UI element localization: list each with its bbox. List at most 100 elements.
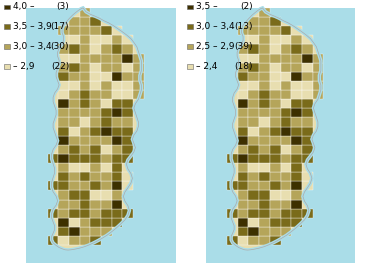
Polygon shape [122,209,133,218]
Polygon shape [302,44,313,53]
Polygon shape [90,35,101,44]
Polygon shape [69,154,80,163]
Polygon shape [133,81,144,90]
Polygon shape [280,163,291,172]
Polygon shape [58,99,69,108]
Polygon shape [291,218,302,227]
Polygon shape [58,108,69,117]
Polygon shape [259,44,270,53]
Polygon shape [270,99,280,108]
Polygon shape [80,218,90,227]
Text: (22): (22) [51,62,69,71]
Polygon shape [270,108,280,117]
Polygon shape [302,35,313,44]
Polygon shape [80,53,90,63]
Polygon shape [238,145,248,154]
Polygon shape [122,99,133,108]
Polygon shape [58,172,69,181]
Polygon shape [259,81,270,90]
Polygon shape [270,154,280,163]
Text: 4,0 –: 4,0 – [13,2,34,11]
Polygon shape [69,117,80,127]
Polygon shape [280,218,291,227]
Polygon shape [259,227,270,236]
Polygon shape [259,136,270,145]
Polygon shape [69,236,80,245]
Polygon shape [291,53,302,63]
Polygon shape [291,117,302,127]
Polygon shape [90,136,101,145]
Polygon shape [80,90,90,99]
Polygon shape [101,172,112,181]
Polygon shape [58,44,69,53]
Polygon shape [122,117,133,127]
Polygon shape [270,209,280,218]
Bar [4,44,10,49]
Polygon shape [47,154,58,163]
Polygon shape [291,127,302,136]
Polygon shape [101,218,112,227]
Polygon shape [58,227,69,236]
Polygon shape [90,53,101,63]
Polygon shape [122,72,133,81]
Polygon shape [112,209,122,218]
Polygon shape [238,108,248,117]
Polygon shape [80,136,90,145]
Polygon shape [69,108,80,117]
Polygon shape [291,145,302,154]
Text: (30): (30) [51,42,69,51]
Polygon shape [122,44,133,53]
Polygon shape [122,63,133,72]
Polygon shape [90,63,101,72]
Polygon shape [313,63,323,72]
Polygon shape [69,209,80,218]
Polygon shape [112,63,122,72]
Polygon shape [58,72,69,81]
Polygon shape [238,90,248,99]
Polygon shape [270,136,280,145]
Polygon shape [238,136,248,145]
Polygon shape [101,44,112,53]
Polygon shape [270,236,280,245]
Polygon shape [90,181,101,190]
Polygon shape [248,227,259,236]
Polygon shape [101,154,112,163]
Polygon shape [101,181,112,190]
Polygon shape [270,44,280,53]
Polygon shape [270,145,280,154]
Polygon shape [248,90,259,99]
Polygon shape [58,117,69,127]
Bar [4,64,10,69]
Polygon shape [122,35,133,44]
Polygon shape [302,145,313,154]
Polygon shape [90,190,101,200]
Polygon shape [47,236,58,245]
Polygon shape [112,35,122,44]
Bar [187,44,193,49]
Polygon shape [238,99,248,108]
Polygon shape [112,127,122,136]
Polygon shape [280,227,291,236]
Polygon shape [101,117,112,127]
Polygon shape [270,181,280,190]
Polygon shape [231,8,321,250]
Polygon shape [238,218,248,227]
Text: 3,5 –: 3,5 – [196,2,218,11]
Polygon shape [58,209,69,218]
Polygon shape [302,72,313,81]
Polygon shape [101,35,112,44]
Polygon shape [101,200,112,209]
Polygon shape [90,81,101,90]
Polygon shape [69,35,80,44]
Polygon shape [270,90,280,99]
Polygon shape [280,108,291,117]
Polygon shape [259,108,270,117]
Polygon shape [302,63,313,72]
Polygon shape [280,72,291,81]
Polygon shape [90,218,101,227]
Polygon shape [291,72,302,81]
Polygon shape [248,163,259,172]
Polygon shape [112,53,122,63]
Polygon shape [80,154,90,163]
Polygon shape [248,181,259,190]
